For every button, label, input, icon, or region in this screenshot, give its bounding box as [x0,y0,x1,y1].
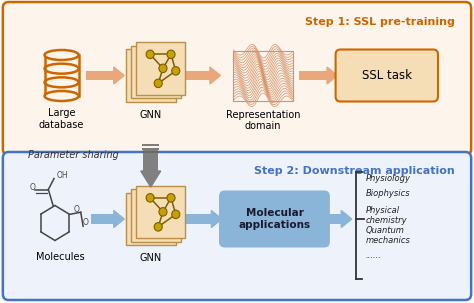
Text: Molecules: Molecules [36,251,85,261]
FancyBboxPatch shape [126,49,175,102]
Circle shape [167,194,175,202]
Text: Biophysics: Biophysics [366,189,410,198]
Polygon shape [114,211,124,228]
Circle shape [146,50,154,58]
Polygon shape [211,211,222,228]
Text: GNN: GNN [140,253,162,263]
FancyBboxPatch shape [336,49,438,102]
Text: Step 1: SSL pre-training: Step 1: SSL pre-training [305,17,455,27]
FancyBboxPatch shape [136,186,185,238]
Polygon shape [210,67,220,84]
Text: Large
database: Large database [39,108,84,130]
Circle shape [172,210,180,218]
Text: SSL task: SSL task [362,69,412,82]
FancyBboxPatch shape [219,191,330,248]
Circle shape [154,79,162,88]
FancyBboxPatch shape [45,55,79,96]
Text: OH: OH [57,171,69,180]
Text: O: O [73,205,80,214]
Polygon shape [114,67,124,84]
FancyBboxPatch shape [299,71,327,80]
FancyBboxPatch shape [86,71,114,80]
Text: Physiology: Physiology [366,174,411,183]
Circle shape [146,194,154,202]
FancyBboxPatch shape [184,71,210,80]
FancyBboxPatch shape [131,46,181,98]
Polygon shape [141,171,161,187]
FancyBboxPatch shape [136,42,185,95]
FancyBboxPatch shape [131,189,181,242]
Text: O: O [82,218,89,227]
Text: Physical
chemistry: Physical chemistry [366,206,408,225]
Circle shape [167,50,175,58]
FancyBboxPatch shape [91,214,114,224]
Text: Parameter sharing: Parameter sharing [28,151,119,161]
Ellipse shape [45,91,79,101]
FancyBboxPatch shape [126,193,175,245]
FancyBboxPatch shape [3,152,471,300]
Circle shape [154,223,162,231]
FancyBboxPatch shape [3,2,471,155]
Text: ......: ...... [366,251,382,259]
FancyBboxPatch shape [327,214,341,224]
Polygon shape [327,67,337,84]
Circle shape [159,64,167,73]
Text: GNN: GNN [140,109,162,119]
Ellipse shape [45,50,79,60]
FancyBboxPatch shape [233,51,293,101]
FancyBboxPatch shape [184,214,211,224]
Text: Quantum
mechanics: Quantum mechanics [366,225,411,245]
Text: Molecular
applications: Molecular applications [238,208,310,230]
Polygon shape [341,211,352,228]
Text: Step 2: Downstream application: Step 2: Downstream application [254,166,455,176]
Text: O: O [29,183,35,192]
Text: Representation
domain: Representation domain [226,109,301,131]
FancyBboxPatch shape [143,150,158,171]
Circle shape [159,208,167,216]
Circle shape [172,67,180,75]
